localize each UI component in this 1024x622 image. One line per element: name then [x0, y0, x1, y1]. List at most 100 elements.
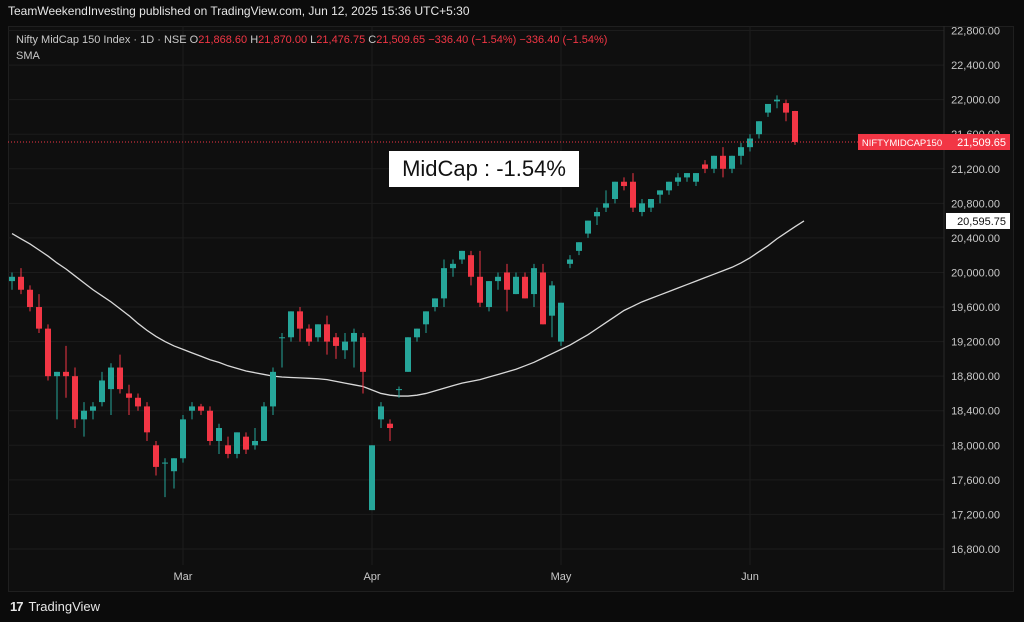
candle-body	[99, 380, 105, 403]
candle	[720, 147, 726, 178]
candle	[288, 311, 294, 342]
candle	[621, 177, 627, 191]
candle-body	[261, 406, 267, 441]
candle-body	[297, 311, 303, 329]
candle-body	[783, 103, 789, 113]
change-value-2: −336.40 (−1.54%)	[519, 34, 608, 46]
candle-body	[747, 138, 753, 148]
candle-body	[270, 371, 276, 407]
x-tick-label: May	[551, 571, 572, 583]
candle-body	[180, 419, 186, 459]
candle-body	[18, 276, 24, 290]
candle-body	[342, 341, 348, 351]
candle-body	[486, 281, 492, 308]
candle-body	[27, 289, 33, 308]
candle	[108, 363, 114, 416]
candle-body	[513, 276, 519, 295]
candle	[495, 272, 501, 290]
candle-body	[396, 389, 402, 391]
candle	[324, 315, 330, 355]
candle	[594, 207, 600, 225]
candle-body	[144, 406, 150, 433]
candle	[54, 371, 60, 420]
candle-body	[387, 423, 393, 429]
candle	[756, 121, 762, 139]
candle	[531, 263, 537, 308]
candle	[180, 415, 186, 463]
candle-body	[333, 337, 339, 346]
candle	[657, 190, 663, 204]
candle-body	[423, 311, 429, 325]
candle	[576, 242, 582, 256]
candle-body	[594, 211, 600, 217]
candle-body	[171, 458, 177, 472]
candle	[612, 181, 618, 204]
sma-indicator-label[interactable]: SMA	[16, 50, 40, 62]
low-label: L	[310, 34, 317, 46]
symbol-header: Nifty MidCap 150 Index · 1D · NSE O21,86…	[16, 34, 607, 46]
candle	[144, 402, 150, 441]
candle	[387, 419, 393, 441]
y-tick-label: 17,200.00	[951, 509, 1000, 521]
candle-body	[558, 302, 564, 342]
candle-body	[90, 406, 96, 411]
grid-lines	[8, 26, 944, 565]
candle-body	[666, 181, 672, 191]
y-tick-label: 20,400.00	[951, 233, 1000, 245]
candle	[513, 272, 519, 295]
publisher-line: TeamWeekendInvesting published on Tradin…	[8, 4, 470, 18]
candle-body	[360, 337, 366, 372]
y-axis: 22,800.0022,400.0022,000.0021,600.0021,2…	[943, 26, 1000, 590]
high-value: 21,870.00	[258, 34, 308, 46]
candle-body	[711, 155, 717, 169]
candle-body	[252, 440, 258, 446]
candle-body	[63, 371, 69, 377]
candle	[117, 354, 123, 394]
candle	[315, 324, 321, 342]
chart-frame	[8, 26, 1014, 592]
candle-body	[792, 110, 798, 143]
candle	[468, 250, 474, 286]
candle	[171, 458, 177, 489]
candle-body	[540, 272, 546, 325]
candle-body	[720, 155, 726, 169]
y-tick-label: 22,400.00	[951, 60, 1000, 72]
candle	[45, 324, 51, 381]
annotation-box: MidCap : -1.54%	[389, 151, 579, 187]
candle	[297, 307, 303, 342]
footer-brand[interactable]: 17 TradingView	[10, 599, 100, 614]
candle	[684, 173, 690, 182]
candle	[126, 384, 132, 416]
candle	[558, 302, 564, 346]
candle	[603, 190, 609, 212]
candle	[63, 345, 69, 398]
candle-body	[630, 181, 636, 208]
candle-body	[477, 276, 483, 303]
candle-body	[675, 177, 681, 182]
candle	[540, 263, 546, 325]
candle	[198, 403, 204, 416]
candle	[666, 181, 672, 195]
candle-body	[522, 276, 528, 299]
candle-body	[315, 324, 321, 338]
candle	[369, 445, 375, 511]
candle-body	[108, 367, 114, 390]
candle-body	[657, 190, 663, 195]
candle	[216, 423, 222, 454]
candle-body	[54, 371, 60, 377]
candle-body	[198, 406, 204, 411]
candle-body	[639, 203, 645, 212]
candle	[522, 272, 528, 299]
candle-body	[414, 328, 420, 338]
candle	[441, 259, 447, 308]
candle	[234, 432, 240, 459]
candle-body	[369, 445, 375, 511]
candle-body	[504, 272, 510, 290]
candle	[72, 367, 78, 429]
y-tick-label: 17,600.00	[951, 475, 1000, 487]
candle-body	[495, 276, 501, 282]
sma-value-box	[946, 212, 1010, 229]
open-label: O	[189, 34, 199, 46]
candle-body	[693, 173, 699, 182]
